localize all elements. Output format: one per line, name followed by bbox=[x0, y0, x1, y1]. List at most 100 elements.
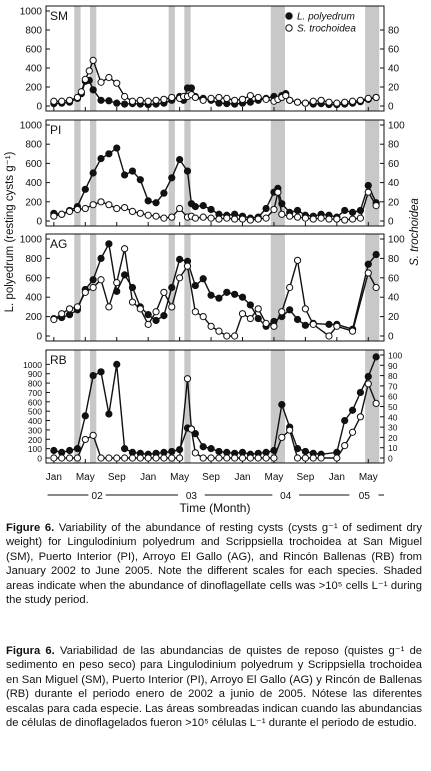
left-tick-label: 200 bbox=[25, 83, 42, 94]
point-s-trochoidea bbox=[58, 210, 66, 218]
shaded-period bbox=[270, 6, 285, 111]
point-s-trochoidea bbox=[207, 322, 215, 330]
point-s-trochoidea bbox=[105, 454, 113, 462]
point-s-trochoidea bbox=[254, 305, 262, 313]
point-l-polyedrum bbox=[207, 445, 215, 453]
point-s-trochoidea bbox=[246, 314, 254, 323]
point-s-trochoidea bbox=[121, 454, 129, 462]
point-s-trochoidea bbox=[199, 313, 207, 321]
point-l-polyedrum bbox=[121, 445, 129, 453]
left-tick-label: 900 bbox=[28, 369, 42, 379]
point-s-trochoidea bbox=[317, 454, 325, 462]
right-tick-label: 90 bbox=[388, 361, 398, 371]
point-s-trochoidea bbox=[278, 308, 286, 316]
shaded-period bbox=[184, 234, 191, 341]
point-s-trochoidea bbox=[301, 454, 309, 462]
left-tick-label: 1000 bbox=[20, 121, 43, 132]
right-tick-label: 60 bbox=[388, 392, 398, 402]
point-s-trochoidea bbox=[183, 262, 192, 270]
point-l-polyedrum bbox=[89, 276, 97, 284]
point-s-trochoidea bbox=[301, 214, 309, 222]
point-s-trochoidea bbox=[136, 209, 144, 217]
left-tick-label: 600 bbox=[25, 273, 42, 284]
point-l-polyedrum bbox=[293, 206, 302, 215]
point-l-polyedrum bbox=[199, 202, 207, 210]
point-s-trochoidea bbox=[286, 212, 294, 220]
point-s-trochoidea bbox=[136, 305, 144, 313]
point-s-trochoidea bbox=[270, 205, 278, 214]
caption-en-label: Figure 6. bbox=[6, 522, 55, 534]
point-s-trochoidea bbox=[85, 67, 93, 75]
point-l-polyedrum bbox=[97, 96, 105, 104]
point-s-trochoidea bbox=[144, 454, 152, 462]
point-s-trochoidea bbox=[136, 96, 144, 104]
month-tick-label: Sep bbox=[296, 472, 314, 483]
left-tick-label: 200 bbox=[25, 197, 42, 208]
point-s-trochoidea bbox=[215, 215, 223, 223]
point-l-polyedrum bbox=[176, 155, 184, 164]
caption-en-text: Variability of the abundance of resting … bbox=[6, 522, 422, 607]
point-s-trochoidea bbox=[372, 202, 380, 210]
panel-label: AG bbox=[50, 237, 67, 251]
point-l-polyedrum bbox=[286, 306, 294, 314]
shaded-period bbox=[74, 120, 81, 226]
point-s-trochoidea bbox=[160, 454, 168, 462]
point-s-trochoidea bbox=[309, 97, 317, 105]
point-s-trochoidea bbox=[282, 91, 290, 100]
point-s-trochoidea bbox=[325, 98, 333, 106]
point-s-trochoidea bbox=[293, 213, 302, 221]
point-l-polyedrum bbox=[293, 315, 302, 324]
point-s-trochoidea bbox=[341, 98, 349, 106]
caption-es-text: Variabilidad de las abundancias de quist… bbox=[6, 645, 423, 730]
point-s-trochoidea bbox=[144, 320, 152, 328]
point-s-trochoidea bbox=[176, 274, 184, 282]
point-l-polyedrum bbox=[301, 447, 309, 456]
point-l-polyedrum bbox=[199, 275, 207, 283]
point-s-trochoidea bbox=[356, 413, 365, 421]
point-s-trochoidea bbox=[58, 97, 66, 105]
right-tick-label: 100 bbox=[388, 235, 405, 246]
panel-rb: 0100200300400500600700800900100001020304… bbox=[23, 349, 402, 464]
point-s-trochoidea bbox=[168, 454, 176, 462]
point-s-trochoidea bbox=[191, 449, 199, 457]
point-l-polyedrum bbox=[105, 240, 113, 248]
left-tick-label: 200 bbox=[28, 435, 42, 445]
point-s-trochoidea bbox=[364, 380, 372, 388]
point-s-trochoidea bbox=[144, 211, 152, 219]
point-l-polyedrum bbox=[89, 372, 97, 380]
left-tick-label: 800 bbox=[28, 379, 42, 389]
point-s-trochoidea bbox=[81, 288, 89, 296]
point-s-trochoidea bbox=[293, 98, 302, 106]
point-s-trochoidea bbox=[207, 454, 215, 462]
left-tick-label: 700 bbox=[28, 388, 42, 398]
shaded-period bbox=[168, 120, 175, 226]
caption-spanish: Figura 6. Variabilidad de las abundancia… bbox=[6, 644, 422, 730]
panel-frame bbox=[45, 233, 385, 342]
shaded-period bbox=[74, 6, 81, 111]
point-l-polyedrum bbox=[105, 410, 113, 418]
point-l-polyedrum bbox=[199, 443, 207, 451]
point-s-trochoidea bbox=[152, 212, 160, 220]
point-s-trochoidea bbox=[168, 303, 176, 311]
point-l-polyedrum bbox=[81, 185, 89, 193]
point-l-polyedrum bbox=[128, 167, 137, 175]
point-s-trochoidea bbox=[262, 95, 270, 103]
point-s-trochoidea bbox=[89, 201, 97, 209]
point-s-trochoidea bbox=[207, 214, 215, 222]
point-l-polyedrum bbox=[215, 294, 223, 302]
point-s-trochoidea bbox=[325, 215, 333, 223]
point-s-trochoidea bbox=[372, 93, 380, 102]
point-l-polyedrum bbox=[372, 250, 380, 259]
point-s-trochoidea bbox=[262, 454, 270, 462]
point-s-trochoidea bbox=[121, 92, 129, 101]
point-l-polyedrum bbox=[168, 447, 176, 456]
point-s-trochoidea bbox=[89, 56, 97, 65]
point-s-trochoidea bbox=[364, 94, 372, 103]
point-s-trochoidea bbox=[223, 94, 231, 103]
left-tick-label: 400 bbox=[25, 64, 42, 75]
point-s-trochoidea bbox=[160, 288, 168, 296]
point-s-trochoidea bbox=[65, 454, 74, 462]
point-s-trochoidea bbox=[309, 320, 317, 328]
series-line-s-trochoidea bbox=[53, 378, 377, 459]
x-axis-title: Time (Month) bbox=[180, 501, 251, 515]
